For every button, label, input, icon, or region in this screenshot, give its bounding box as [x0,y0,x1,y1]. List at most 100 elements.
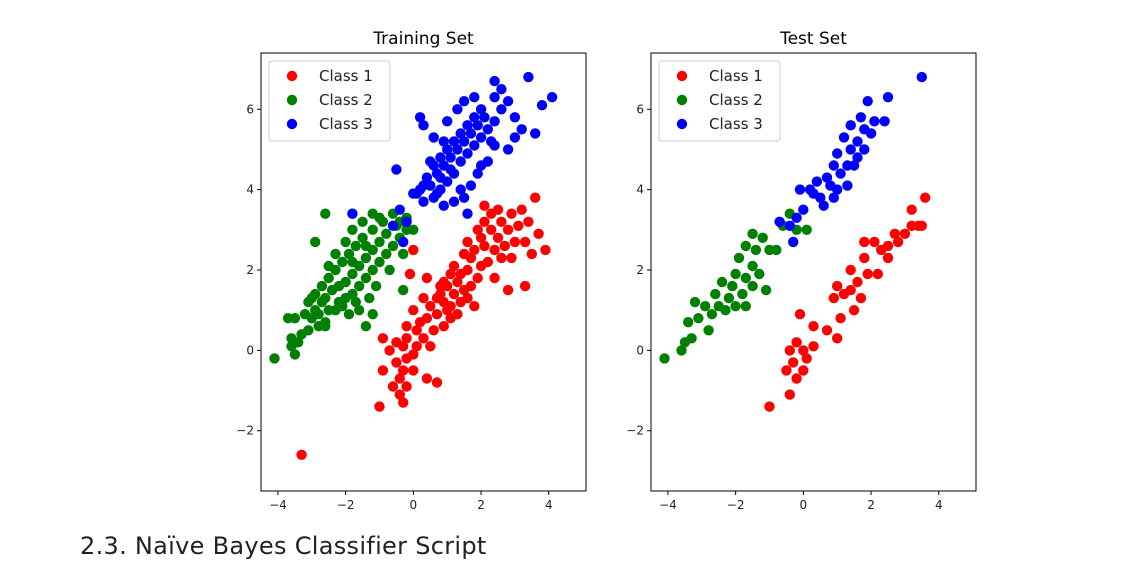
training-set-class-3-point [489,75,500,87]
test-set-class-3-point [855,112,867,123]
test-set-x-tick-label: 0 [800,498,808,512]
test-set-legend-label-class-3: Class 3 [709,115,763,133]
test-set-class-1-point [832,333,843,344]
test-set-class-3-point [859,144,870,155]
test-set-class-1-point [852,276,863,288]
training-set-class-1-point [374,401,385,412]
training-set-class-3-point [496,84,507,95]
training-set-class-3-point [425,156,436,167]
training-set-class-2-point [320,292,331,304]
test-set-class-2-point [754,268,765,280]
training-set-class-3-point [438,200,449,211]
training-set-class-1-point [462,292,473,304]
training-set-class-2-point [299,309,311,320]
training-set-class-3-point [462,148,473,159]
test-set-class-1-point [764,401,775,412]
training-set-class-3-point [438,136,449,147]
training-set-class-3-point [435,172,446,183]
training-set-class-1-point [452,309,463,320]
training-set-legend: Class 1 Class 2 Class 3 [268,60,391,142]
test-set-y-tick-label: 6 [636,102,644,116]
test-set-class-3-point [879,116,890,127]
test-set-class-1-point [791,373,802,384]
test-set-class-1-point [906,204,917,215]
training-set-class-1-point [431,377,443,388]
training-set-class-2-point [387,240,399,252]
training-set-y-tick-label: −2 [236,424,254,438]
training-set-class-3-point [445,152,456,163]
test-set-class-2-point [730,268,741,280]
training-set-class-3-point [496,104,507,115]
training-set-class-3-point [414,112,426,123]
test-set-class-3-point [916,71,927,83]
training-set-class-2-point [350,240,361,252]
test-set-class-1-point [794,309,806,320]
test-set-class-2-point [740,272,751,284]
training-set-class-1-point [401,333,412,344]
training-set-class-3-point [516,124,527,135]
training-set-class-3-point [418,196,429,207]
test-set-class-2-point [710,288,721,300]
test-set-class-2-point [720,305,731,316]
training-set-class-3-point [536,100,548,111]
test-set-class-3-point [794,184,806,195]
training-set-class-1-point [519,236,531,248]
training-set-class-1-point [479,216,490,227]
test-set-class-3-point [869,116,880,127]
test-set-class-3-point [842,180,853,191]
training-set-class-1-point [462,236,473,248]
training-set-class-2-point [320,321,331,332]
test-set-class-3-point [862,96,873,107]
training-set-class-3-point [347,208,358,219]
test-set-class-3-point [852,136,863,147]
test-set-class-1-point [882,252,894,264]
training-set-class-1-point [523,216,534,227]
training-set-class-1-point [502,224,514,235]
training-set-class-3-point [458,96,470,107]
test-set-class-1-point [828,292,839,304]
training-set-class-1-point [469,244,480,256]
training-set-class-2-point [323,260,334,272]
test-set-class-1-point [845,284,856,296]
training-set-class-1-point [425,301,436,312]
training-set-class-2-point [320,208,331,219]
training-set-class-2-point [398,248,409,260]
test-set-class-2-point [747,228,758,239]
test-set-class-3-point [865,128,877,139]
training-set-class-2-point [408,224,419,235]
test-set-class-1-point [859,236,870,248]
test-set-class-3-point [845,144,856,155]
test-set-class-2-point [740,301,751,312]
training-set-class-1-point [458,248,470,260]
training-set-class-2-point [316,280,328,292]
training-set-y-axis: −2 0 2 4 6 [236,102,261,438]
training-set-legend-box [268,60,391,142]
training-set-class-3-point [469,112,480,123]
training-set-class-3-point [465,180,477,191]
training-set-class-2-point [347,224,358,235]
training-set-class-2-point [350,296,361,308]
training-set-legend-marker-class-2 [286,94,298,106]
training-set-class-1-point [502,284,514,296]
training-set-class-1-point [391,337,402,348]
training-set-class-1-point [479,200,490,211]
training-set-legend-marker-class-1 [286,70,298,82]
test-set-class-2-point [716,276,728,288]
training-set-title: Training Set [372,29,474,49]
test-set-class-3-point [838,132,850,143]
training-set-class-3-point [452,144,463,155]
test-set-legend-label-class-1: Class 1 [709,67,763,85]
training-set-class-3-point [462,120,473,131]
training-set-class-2-point [357,216,368,227]
test-set-class-1-point [781,365,792,376]
training-set-class-2-point [381,228,392,239]
training-set-class-3-point [387,220,399,231]
test-set-class-2-point [686,333,697,344]
test-set-class-2-point [747,280,758,292]
training-set-class-1-point [475,232,487,243]
training-set-class-1-point [469,301,480,312]
test-set-title: Test Set [779,29,847,49]
training-set-class-3-point [394,204,405,215]
training-set-class-1-point [411,341,422,352]
training-set-class-3-point [479,112,490,123]
